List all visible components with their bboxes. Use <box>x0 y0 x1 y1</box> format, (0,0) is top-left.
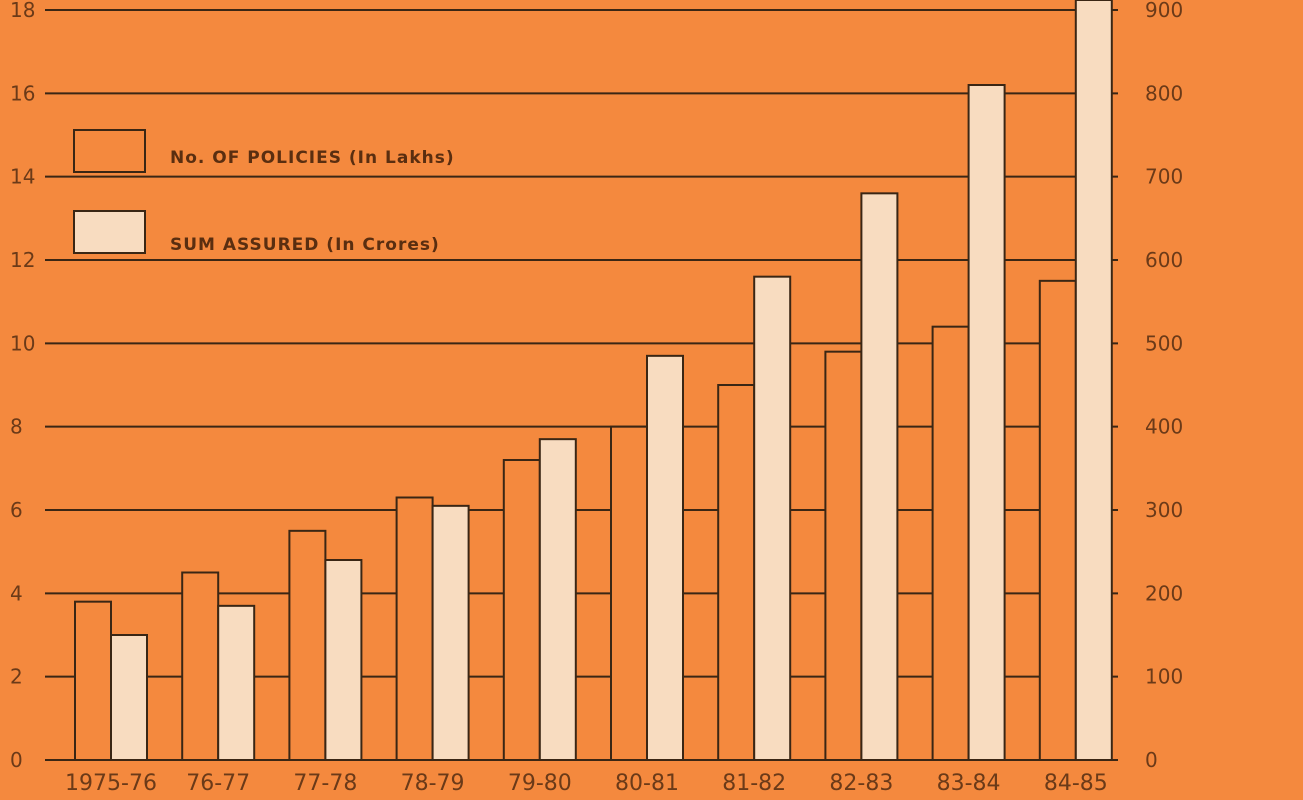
bar-policies <box>824 350 863 761</box>
bar-sum-assured <box>538 438 577 761</box>
bar-policies <box>931 325 970 761</box>
bar-policies <box>502 459 541 761</box>
legend-label-policies: No. OF POLICIES (In Lakhs) <box>170 148 455 168</box>
left-tick-label: 2 <box>10 665 23 689</box>
bar-policies <box>610 425 648 761</box>
category-label: 80-81 <box>615 771 679 796</box>
bar-sum-assured <box>431 504 470 762</box>
left-tick-label: 0 <box>10 748 23 772</box>
bar-sum-assured <box>324 559 363 761</box>
bars <box>74 0 1113 762</box>
right-tick-label: 700 <box>1145 165 1183 189</box>
bar-policies <box>181 571 220 761</box>
right-axis: 0 100 200 300 400 500 600 700 800 900 <box>1145 0 1183 772</box>
bar-policies <box>74 600 112 762</box>
right-tick-label: 400 <box>1145 415 1183 439</box>
legend-swatch-sum-assured <box>73 210 146 254</box>
legend: No. OF POLICIES (In Lakhs) SUM ASSURED (… <box>73 129 455 255</box>
left-tick-label: 10 <box>10 331 35 355</box>
right-tick-label: 500 <box>1145 331 1183 355</box>
left-tick-label: 18 <box>10 0 35 22</box>
bar-policies <box>395 496 434 761</box>
category-label: 83-84 <box>937 771 1001 796</box>
bar-sum-assured <box>753 275 792 761</box>
category-label: 77-78 <box>293 771 357 796</box>
left-axis: 0 2 4 6 8 10 12 14 16 18 <box>10 0 35 772</box>
left-tick-label: 8 <box>10 415 23 439</box>
bar-sum-assured <box>1074 0 1113 761</box>
bar-policies <box>288 529 327 761</box>
category-label: 78-79 <box>401 771 465 796</box>
legend-swatch-policies <box>73 129 146 173</box>
category-labels: 1975-76 76-77 77-78 78-79 79-80 80-81 81-82 82-… <box>65 771 1108 796</box>
left-tick-label: 12 <box>10 248 35 272</box>
category-label: 1975-76 <box>65 771 157 796</box>
right-tick-label: 0 <box>1145 748 1158 772</box>
category-label: 84-85 <box>1044 771 1108 796</box>
category-label: 79-80 <box>508 771 572 796</box>
bar-sum-assured <box>967 84 1006 761</box>
right-tick-label: 900 <box>1145 0 1183 22</box>
bar-sum-assured <box>860 192 899 762</box>
bar-policies <box>1038 279 1077 761</box>
right-tick-label: 200 <box>1145 581 1183 605</box>
left-tick-label: 6 <box>10 498 23 522</box>
left-tick-label: 16 <box>10 81 35 105</box>
bar-sum-assured <box>110 634 148 761</box>
category-label: 82-83 <box>829 771 893 796</box>
right-tick-label: 800 <box>1145 81 1183 105</box>
category-label: 76-77 <box>186 771 250 796</box>
bar-sum-assured <box>646 354 684 761</box>
category-label: 81-82 <box>722 771 786 796</box>
right-tick-label: 100 <box>1145 665 1183 689</box>
right-tick-label: 300 <box>1145 498 1183 522</box>
bar-policies <box>717 384 756 761</box>
bar-sum-assured <box>217 604 256 761</box>
left-tick-label: 4 <box>10 581 23 605</box>
right-tick-label: 600 <box>1145 248 1183 272</box>
left-tick-label: 14 <box>10 165 35 189</box>
legend-label-sum-assured: SUM ASSURED (In Crores) <box>170 235 440 255</box>
